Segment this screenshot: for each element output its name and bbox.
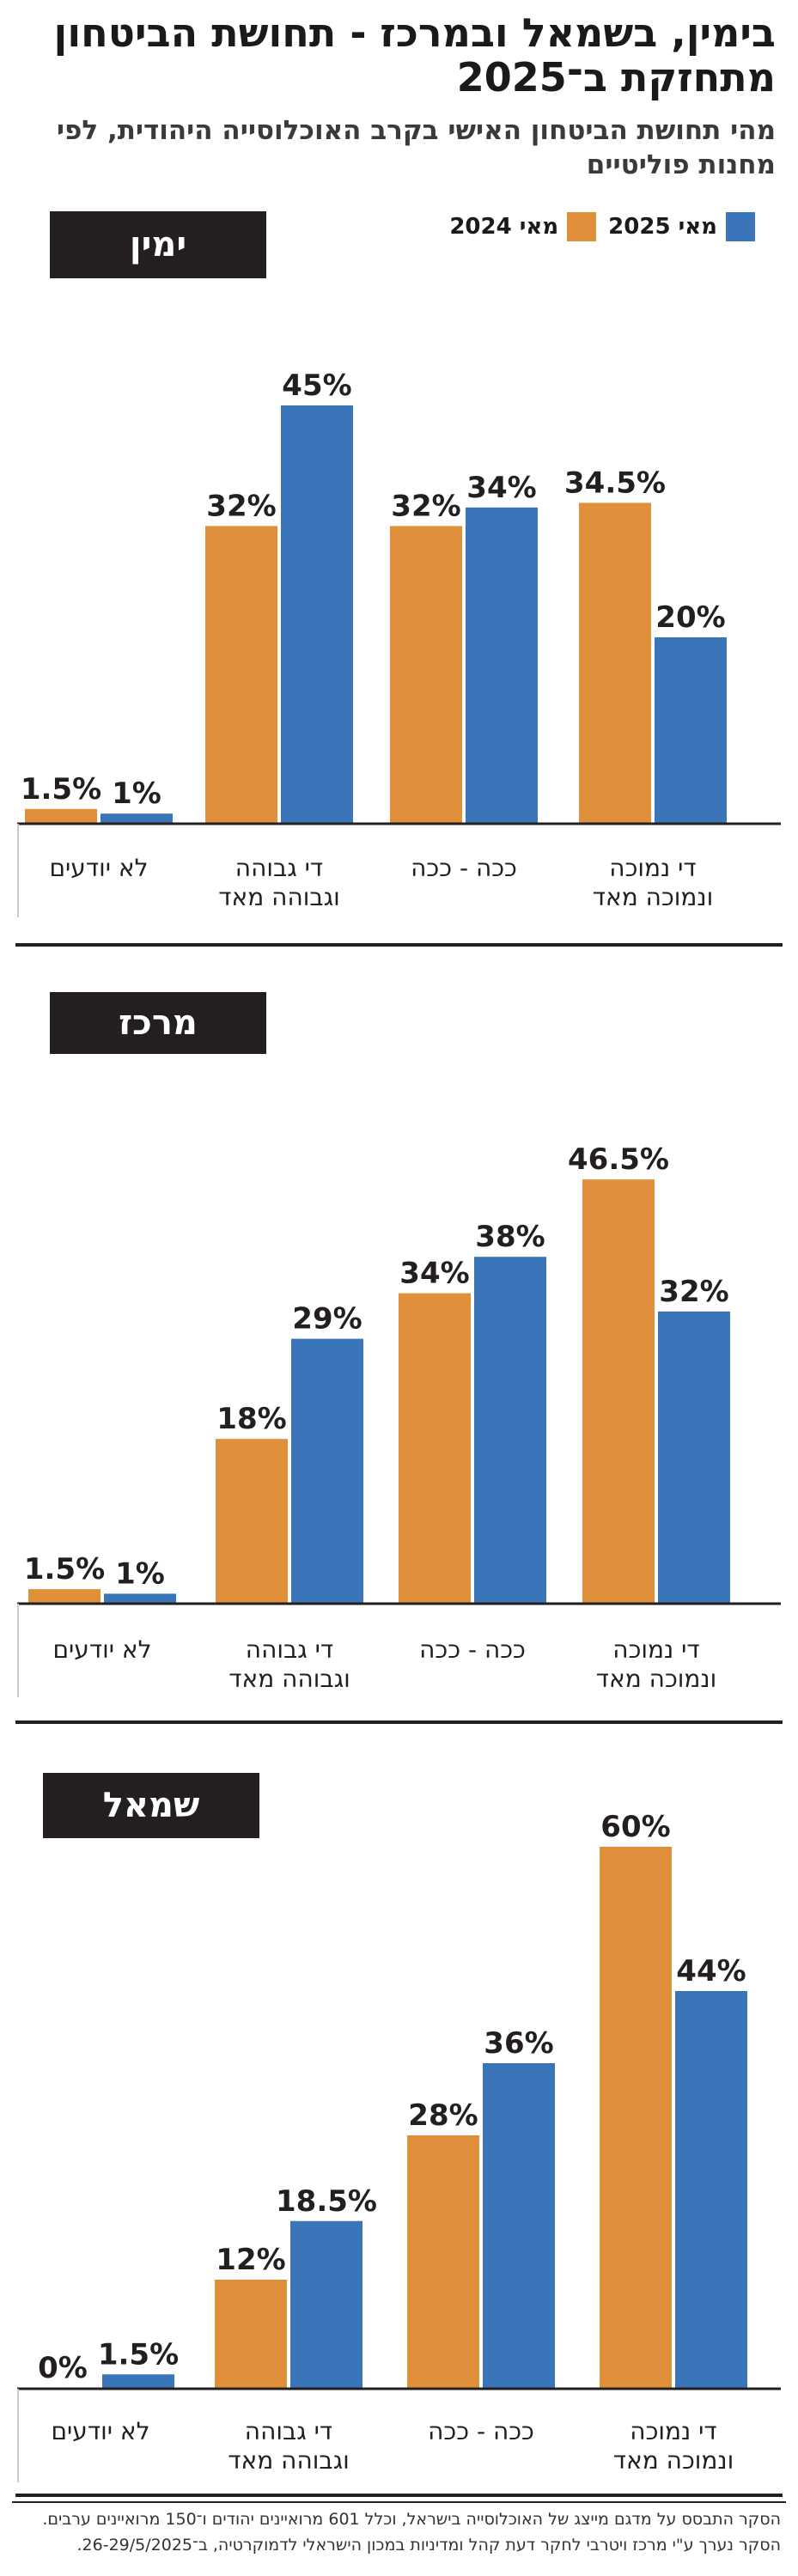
- bar-2024-1: [407, 2135, 479, 2388]
- bar-2025-3: [102, 2374, 174, 2388]
- legend-label-2025: מאי 2025: [608, 214, 717, 240]
- page-subtitle: מהי תחושת הביטחון האישי בקרב האוכלוסייה …: [56, 115, 776, 180]
- category-label-2: די גבוהה וגבוהה מאד: [218, 854, 340, 911]
- data-label-2024-0: 60%: [600, 1810, 670, 1844]
- bar-2024-2: [215, 2280, 287, 2388]
- legend-item-2025: מאי 2025: [608, 212, 755, 241]
- category-label-3: לא יודעים: [52, 1635, 151, 1664]
- page-title: בימין, בשמאל ובמרכז - תחושת הביטחון מתחז…: [53, 9, 776, 100]
- legend-item-2024: מאי 2024: [449, 212, 597, 241]
- bar-2025-3: [104, 1593, 176, 1603]
- bar-2025-3: [101, 813, 173, 823]
- data-label-2025-2: 29%: [292, 1302, 362, 1337]
- category-label-3: לא יודעים: [49, 854, 148, 882]
- data-label-2025-0: 20%: [655, 600, 725, 635]
- legend: מאי 2025 מאי 2024: [449, 211, 755, 242]
- category-label-1: ככה - ככה: [419, 1635, 526, 1664]
- data-label-2025-0: 32%: [659, 1275, 728, 1309]
- category-label-1: ככה - ככה: [428, 2417, 534, 2445]
- panel-badge-right: ימין: [50, 211, 266, 278]
- bar-2024-1: [390, 526, 462, 823]
- category-label-3: לא יודעים: [51, 2417, 149, 2445]
- legend-swatch-2025: [726, 212, 755, 241]
- category-label-0: די נמוכה ונמוכה מאד: [593, 854, 714, 911]
- data-label-2025-2: 45%: [282, 368, 351, 403]
- bar-2024-3: [25, 808, 97, 823]
- chart-left: 60% 44% די נמוכה ונמוכה מאד 28% 36% ככה - ככה 1…: [15, 1810, 783, 2497]
- bar-2024-2: [205, 526, 277, 823]
- legend-label-2024: מאי 2024: [449, 214, 559, 240]
- data-label-2024-2: 32%: [206, 489, 276, 523]
- category-label-0: די נמוכה ונמוכה מאד: [596, 1635, 717, 1693]
- bar-2024-0: [600, 1847, 672, 2388]
- data-label-2025-0: 44%: [676, 1954, 746, 1988]
- data-label-2025-3: 1%: [112, 776, 161, 811]
- data-label-2024-3: 0%: [38, 2351, 88, 2385]
- bar-2024-3: [28, 1589, 101, 1603]
- bar-2025-2: [290, 2220, 362, 2388]
- data-label-2025-1: 38%: [475, 1220, 545, 1254]
- category-label-2: די גבוהה וגבוהה מאד: [228, 2417, 350, 2475]
- chart-center: 46.5% 32% די נמוכה ונמוכה מאד 34%38% ככה - ככ…: [15, 1142, 783, 1724]
- category-label-1: ככה - ככה: [411, 854, 517, 882]
- panel-badge-center: מרכז: [50, 992, 266, 1054]
- panel-badge-left: שמאל: [43, 1773, 259, 1838]
- bar-2024-2: [216, 1439, 288, 1603]
- data-label-2024-2: 12%: [216, 2243, 285, 2277]
- bar-2024-1: [399, 1293, 471, 1603]
- data-label-2024-0: 46.5%: [568, 1142, 669, 1177]
- data-label-2024-2: 18%: [216, 1402, 286, 1436]
- data-label-2024-0: 34.5%: [564, 466, 666, 500]
- category-label-0: די נמוכה ונמוכה מאד: [613, 2417, 734, 2475]
- bar-2025-1: [474, 1257, 546, 1603]
- data-label-2025-1: 36%: [484, 2026, 553, 2061]
- data-label-2024-3: 1.5%: [21, 772, 101, 807]
- bar-2025-0: [658, 1311, 730, 1603]
- data-label-2025-3: 1%: [115, 1556, 165, 1591]
- data-label-2025-2: 18.5%: [276, 2184, 377, 2219]
- category-label-2: די גבוהה וגבוהה מאד: [228, 1635, 350, 1693]
- bar-2024-0: [579, 502, 651, 823]
- bar-2025-2: [281, 405, 353, 823]
- data-label-2025-3: 1.5%: [98, 2337, 179, 2372]
- bar-2025-0: [655, 637, 727, 823]
- data-label-2024-1: 34%: [399, 1257, 469, 1291]
- data-label-2024-1: 32%: [391, 489, 460, 523]
- bar-2025-1: [483, 2063, 555, 2388]
- bar-2025-0: [675, 1991, 747, 2388]
- bar-2024-0: [582, 1179, 655, 1603]
- legend-swatch-2024: [567, 212, 597, 241]
- footer-note: הסקר התבסס על מדגם מייצג של האוכלוסייה ב…: [42, 2510, 781, 2555]
- bar-2025-1: [466, 507, 538, 823]
- data-label-2024-1: 28%: [408, 2098, 478, 2133]
- footer-divider: [12, 2501, 786, 2503]
- data-label-2024-3: 1.5%: [24, 1552, 105, 1586]
- bar-2025-2: [291, 1338, 363, 1603]
- data-label-2025-1: 34%: [466, 471, 536, 505]
